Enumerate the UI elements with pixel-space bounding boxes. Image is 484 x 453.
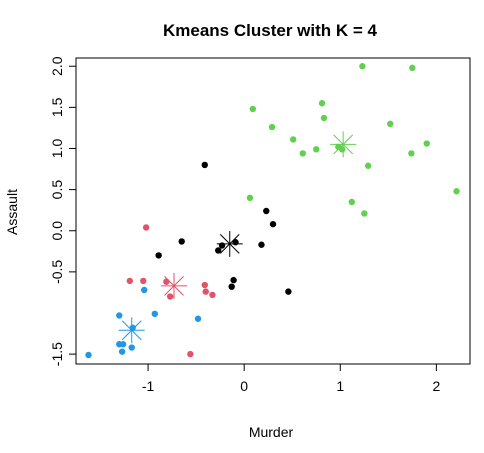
data-point: [423, 140, 430, 147]
data-point: [289, 136, 297, 143]
x-tick-label: 0: [240, 378, 248, 394]
data-point: [409, 64, 416, 72]
cluster-center-marker: [118, 317, 145, 344]
data-point: [387, 120, 394, 128]
data-point: [151, 310, 158, 318]
data-point: [215, 247, 222, 254]
data-point: [85, 351, 92, 359]
data-point: [119, 341, 127, 348]
data-point: [364, 162, 372, 169]
y-tick-label: 2.0: [49, 56, 65, 76]
y-axis-label: Assault: [4, 189, 20, 235]
cluster-center-marker: [330, 131, 357, 158]
y-tick-label: 1.5: [49, 97, 65, 117]
cluster-centers: [118, 131, 357, 344]
data-point: [155, 252, 162, 259]
data-points: [85, 63, 460, 359]
data-point: [142, 224, 150, 231]
data-point: [338, 146, 346, 153]
cluster-center-marker: [161, 272, 188, 299]
data-point: [140, 277, 147, 285]
data-point: [408, 150, 415, 157]
y-tick-label: -0.5: [49, 260, 65, 284]
data-point: [166, 293, 174, 300]
data-point: [453, 188, 460, 195]
data-point: [201, 161, 208, 169]
data-point: [187, 350, 194, 358]
data-point: [128, 344, 135, 351]
data-point: [268, 123, 276, 131]
data-point: [269, 220, 277, 228]
data-point: [163, 278, 170, 285]
x-tick-label: -1: [142, 378, 155, 394]
x-axis: -1 0 1 2: [142, 364, 440, 394]
data-point: [285, 288, 292, 295]
data-point: [230, 276, 237, 284]
cluster-center-marker: [216, 230, 243, 257]
data-point: [313, 146, 320, 153]
y-tick-label: 0.0: [49, 221, 65, 241]
data-point: [118, 348, 126, 355]
data-point: [258, 241, 265, 248]
data-point: [209, 291, 216, 299]
data-point: [218, 242, 226, 249]
x-tick-label: 2: [432, 378, 440, 394]
data-point: [318, 100, 326, 107]
data-point: [141, 286, 148, 294]
chart-title: Kmeans Cluster with K = 4: [163, 21, 378, 40]
data-point: [348, 198, 355, 206]
data-point: [263, 207, 270, 215]
y-tick-label: -1.5: [49, 342, 65, 366]
data-point: [194, 315, 202, 322]
data-point: [246, 194, 254, 202]
data-point: [202, 288, 209, 295]
data-point: [116, 312, 123, 319]
data-point: [361, 210, 368, 217]
data-point: [359, 63, 366, 70]
data-point: [299, 150, 306, 157]
data-point: [228, 283, 235, 290]
data-point: [249, 105, 257, 113]
y-tick-label: 1.0: [49, 139, 65, 159]
data-point: [126, 277, 134, 285]
data-point: [201, 281, 208, 289]
plot-frame: [75, 57, 471, 365]
x-tick-label: 1: [336, 378, 344, 394]
y-tick-label: 0.5: [49, 180, 65, 200]
y-axis: -1.5 -0.5 0.0 0.5 1.0 1.5 2.0: [49, 56, 76, 366]
x-axis-label: Murder: [249, 424, 294, 440]
data-point: [320, 114, 328, 122]
data-point: [178, 238, 185, 245]
